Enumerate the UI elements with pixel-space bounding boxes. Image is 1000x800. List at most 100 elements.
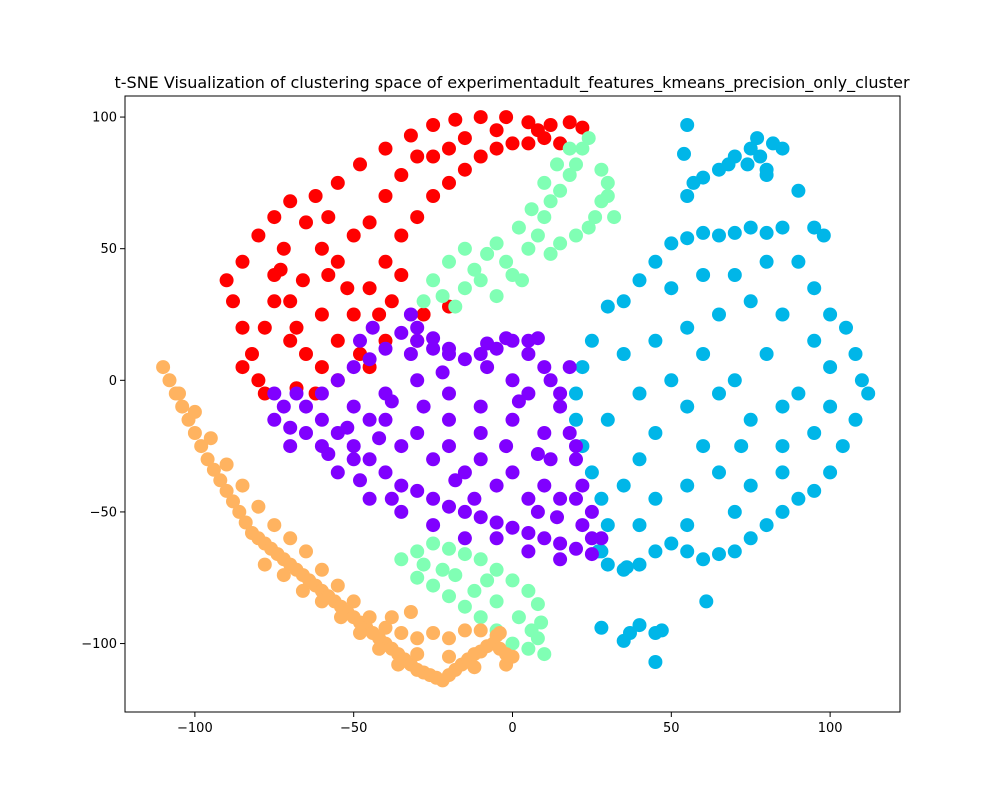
cluster-4-point-88 [492,626,507,640]
cluster-3-point-67 [330,465,345,480]
cluster-4-point-72 [235,478,250,493]
cluster-2-point-16 [823,307,838,322]
cluster-2-point-18 [848,347,863,361]
cluster-2-point-94 [759,168,774,182]
cluster-3-point-52 [394,439,409,454]
cluster-4-point-83 [372,641,387,656]
cluster-3-point-78 [353,473,367,488]
cluster-3-point-115 [530,331,545,346]
cluster-2-point-65 [680,478,695,493]
cluster-3-point-21 [584,547,599,562]
cluster-1-point-51 [521,641,536,656]
cluster-3-point-46 [410,426,425,440]
cluster-0-point-22 [575,120,590,135]
cluster-2-point-25 [791,491,806,506]
cluster-3-point-36 [426,341,441,356]
cluster-4-point-85 [410,647,425,662]
cluster-3-point-48 [473,452,488,467]
cluster-2-point-64 [648,491,663,506]
cluster-2-point-6 [696,225,711,240]
cluster-1-point-16 [569,157,583,172]
cluster-0-point-7 [251,228,266,243]
cluster-3-point-61 [505,412,520,427]
cluster-2-point-14 [791,254,806,269]
cluster-1-point-59 [416,557,431,572]
cluster-3-point-20 [569,541,583,556]
cluster-0-point-57 [372,307,387,322]
cluster-2-point-32 [680,544,695,559]
cluster-4-point-13 [238,515,253,530]
cluster-1-point-32 [511,220,526,235]
cluster-4-point-66 [330,578,345,593]
cluster-4-point-87 [467,660,482,675]
cluster-2-point-95 [680,118,695,132]
cluster-1-point-15 [562,168,577,182]
cluster-2-point-12 [807,220,822,235]
cluster-1-point-33 [524,202,539,217]
cluster-3-point-29 [537,360,552,375]
cluster-2-point-112 [619,560,634,575]
cluster-2-point-2 [632,273,647,288]
cluster-4-point-90 [384,610,399,625]
cluster-0-point-29 [346,307,361,322]
cluster-4-point-3 [175,399,190,414]
x-tick-label: 100 [818,721,843,736]
cluster-0-point-58 [384,294,399,309]
cluster-0-point-74 [257,320,272,335]
cluster-2-point-91 [750,131,765,146]
cluster-3-point-17 [521,526,536,540]
cluster-0-point-54 [283,333,298,348]
cluster-2-point-37 [600,557,615,572]
cluster-2-point-1 [616,294,631,309]
cluster-0-point-3 [245,347,259,361]
cluster-3-point-81 [473,426,488,440]
cluster-2-point-74 [759,347,774,361]
cluster-3-point-55 [489,478,504,493]
cluster-2-point-3 [648,254,663,269]
cluster-1-point-65 [480,573,495,588]
cluster-1-point-54 [473,610,488,625]
cluster-1-point-48 [530,597,545,612]
chart-title: t-SNE Visualization of clustering space … [114,73,909,93]
cluster-1-point-57 [426,578,441,593]
cluster-4-point-70 [267,518,282,533]
cluster-4-point-0 [156,360,171,375]
cluster-1-point-11 [530,228,545,243]
cluster-3-point-73 [521,544,536,559]
cluster-0-point-38 [489,141,504,156]
cluster-3-point-105 [569,491,583,506]
cluster-2-point-13 [816,228,831,243]
cluster-1-point-49 [534,615,549,630]
cluster-3-point-108 [403,307,418,322]
cluster-2-point-46 [584,333,599,348]
cluster-0-point-47 [394,168,409,182]
cluster-3-point-7 [362,452,377,467]
cluster-2-point-53 [807,333,822,348]
cluster-0-point-33 [410,210,425,225]
cluster-2-point-10 [759,225,774,240]
cluster-0-point-31 [378,254,393,269]
cluster-0-point-40 [521,136,536,151]
cluster-2-point-17 [839,320,853,335]
cluster-0-point-6 [235,254,250,269]
cluster-3-point-0 [267,412,282,427]
cluster-0-point-35 [442,175,456,190]
cluster-2-point-77 [696,268,711,282]
cluster-2-point-89 [753,149,768,164]
cluster-3-point-12 [442,499,456,514]
cluster-4-point-59 [442,631,456,646]
cluster-3-point-3 [299,399,313,414]
cluster-2-point-92 [775,141,790,156]
cluster-3-point-42 [330,373,345,388]
cluster-3-point-68 [362,491,377,506]
cluster-4-point-73 [219,457,234,472]
cluster-2-point-29 [727,544,742,559]
cluster-0-point-77 [321,268,336,282]
cluster-3-point-49 [505,465,520,480]
cluster-3-point-71 [457,531,472,546]
y-axis: −100 −50 0 50 100 [81,111,125,652]
cluster-1-point-20 [600,175,615,190]
cluster-4-point-82 [353,626,367,640]
cluster-3-point-8 [378,465,393,480]
cluster-2-point-21 [848,412,863,427]
